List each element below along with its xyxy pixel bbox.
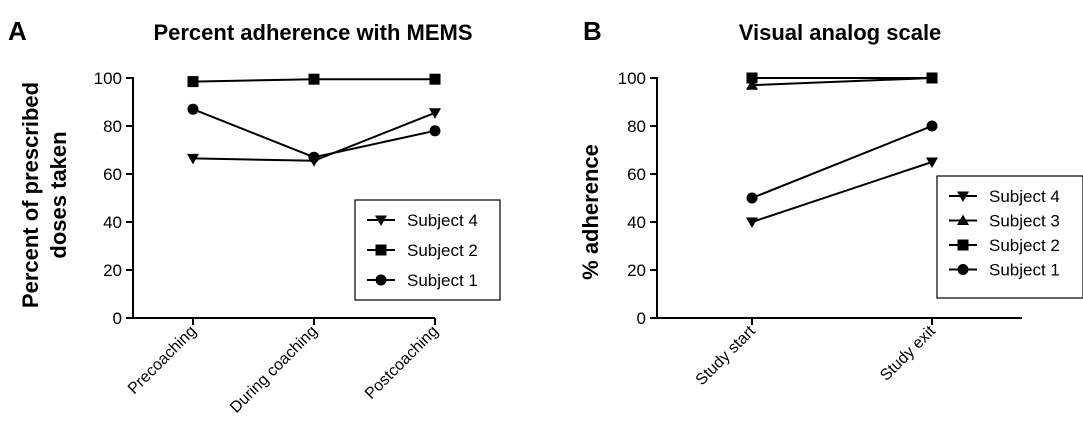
panel-b-ytick-label: 0: [637, 309, 646, 328]
panel-a-data-point: [429, 125, 441, 137]
panel-b-data-point: [746, 72, 758, 84]
panel-b-data-point: [926, 157, 938, 168]
panel-b-legend-label: Subject 2: [989, 236, 1060, 255]
panel-a-xtick-label: During coaching: [227, 323, 321, 417]
panel-a-legend-marker: [375, 244, 387, 256]
panel-a-xtick-label: Precoaching: [125, 323, 200, 398]
panel-b-legend-label: Subject 1: [989, 261, 1060, 280]
panel-b-legend-label: Subject 4: [989, 187, 1060, 206]
panel-a-data-point: [187, 103, 199, 115]
panel-b-data-point: [926, 120, 938, 132]
panel-a-ylabel-line1: Percent of prescribed: [18, 82, 43, 308]
panel-a-ytick-label: 40: [103, 213, 122, 232]
panel-b-ytick-label: 60: [627, 165, 646, 184]
panel-b-legend-marker: [957, 264, 969, 275]
panel-a-data-point: [308, 73, 320, 85]
panel-a-ytick-label: 0: [113, 309, 122, 328]
panel-a-ylabel-line2: doses taken: [46, 131, 71, 258]
panel-a-letter: A: [8, 16, 27, 46]
panel-a-data-point: [308, 151, 320, 163]
panel-a-legend-label: Subject 4: [407, 211, 478, 230]
panel-b-series-line: [751, 161, 933, 223]
panel-b-legend-marker: [957, 191, 969, 202]
panel-a-legend-label: Subject 2: [407, 241, 478, 260]
panel-b-series-line: [751, 125, 933, 199]
panel-b-data-point: [926, 72, 938, 84]
panel-b-letter: B: [583, 16, 602, 46]
panel-a-ytick-label: 20: [103, 261, 122, 280]
panel-b-legend-label: Subject 3: [989, 212, 1060, 231]
panel-a-series-line: [192, 108, 436, 159]
panel-b: B Visual analog scale % adherence 0 20 40 6…: [578, 16, 1083, 389]
panel-a-title: Percent adherence with MEMS: [153, 20, 472, 45]
panel-b-ylabel: % adherence: [578, 144, 603, 280]
panel-a-legend-label: Subject 1: [407, 271, 478, 290]
panel-b-title: Visual analog scale: [739, 20, 942, 45]
panel-a: A Percent adherence with MEMS Percent of…: [8, 16, 501, 417]
panel-b-series-line: [751, 77, 933, 87]
panel-b-legend-marker: [957, 214, 969, 225]
panel-b-xtick-label: Study exit: [877, 322, 939, 384]
panel-b-data-point: [746, 192, 758, 204]
panel-a-ytick-label: 100: [94, 69, 122, 88]
panel-a-legend-marker: [375, 274, 387, 286]
panel-a-data-point: [429, 108, 441, 119]
panel-b-plot: 0 20 40 60 80 100 Study start Study exit Subject…: [618, 69, 1083, 389]
panel-b-data-point: [746, 79, 758, 90]
panel-b-data-point: [746, 217, 758, 228]
panel-a-xtick-label: Postcoaching: [362, 323, 442, 403]
panel-a-ytick-label: 60: [103, 165, 122, 184]
panel-b-xtick-label: Study start: [693, 322, 759, 388]
panel-b-ytick-label: 20: [627, 261, 646, 280]
panel-a-data-point: [187, 153, 199, 165]
panel-a-legend-marker: [375, 215, 387, 226]
panel-a-plot: 0 20 40 60 80 100 Precoaching During coaching Po…: [94, 69, 501, 417]
panel-b-legend: Subject 4 Subject 3 Subject 2 Subject 1: [936, 175, 1083, 299]
panel-a-data-point: [187, 76, 199, 88]
panel-b-ytick-label: 100: [618, 69, 646, 88]
panel-a-ytick-label: 80: [103, 117, 122, 136]
panel-b-legend-marker: [957, 239, 969, 251]
panel-b-ytick-label: 40: [627, 213, 646, 232]
panel-a-data-point: [429, 73, 441, 85]
panel-a-legend: Subject 4 Subject 2 Subject 1: [354, 199, 501, 301]
panel-b-ytick-label: 80: [627, 117, 646, 136]
